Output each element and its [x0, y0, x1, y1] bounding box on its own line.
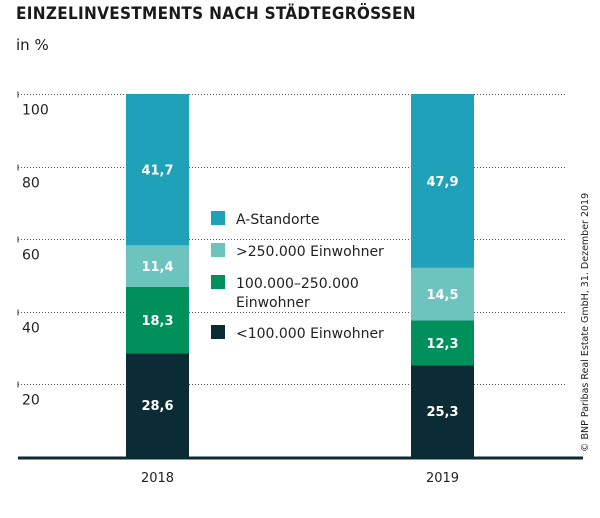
- data-label: 47,9: [426, 175, 458, 190]
- data-label: 14,5: [426, 288, 458, 303]
- bar-segment: [126, 94, 189, 246]
- data-label: 11,4: [141, 260, 173, 275]
- bar-segment: [411, 267, 474, 321]
- y-tick-label: 80: [22, 176, 40, 192]
- source-note: © BNP Paribas Real Estate GmbH, 31. Deze…: [580, 192, 591, 452]
- bar-segment: [411, 365, 474, 457]
- bar-segment: [411, 320, 474, 366]
- bar-segment: [126, 353, 189, 457]
- data-label: 28,6: [141, 399, 173, 414]
- data-label: 25,3: [426, 405, 458, 420]
- data-label: 18,3: [141, 314, 173, 329]
- legend-label: 100.000–250.000: [236, 276, 359, 292]
- legend-swatch: [211, 275, 225, 289]
- y-tick-label: 100: [22, 103, 49, 119]
- legend-label: Einwohner: [236, 295, 310, 311]
- legend-label: <100.000 Einwohner: [236, 326, 384, 342]
- data-label: 12,3: [426, 337, 458, 352]
- bar-segment: [126, 286, 189, 354]
- legend-swatch: [211, 325, 225, 339]
- legend-label: >250.000 Einwohner: [236, 244, 384, 260]
- bar-segment: [411, 94, 474, 268]
- y-tick-label: 20: [22, 393, 40, 409]
- y-tick-label: 60: [22, 248, 40, 264]
- legend-swatch: [211, 243, 225, 257]
- x-tick-label: 2018: [141, 471, 174, 486]
- legend-label: A-Standorte: [236, 212, 319, 228]
- y-tick-label: 40: [22, 321, 40, 337]
- legend-swatch: [211, 211, 225, 225]
- data-label: 41,7: [141, 164, 173, 179]
- chart-title: EINZELINVESTMENTS NACH STÄDTEGRÖSSEN: [16, 4, 416, 24]
- y-axis-unit: in %: [16, 36, 49, 54]
- x-tick-label: 2019: [426, 471, 459, 486]
- bar-segment: [126, 245, 189, 287]
